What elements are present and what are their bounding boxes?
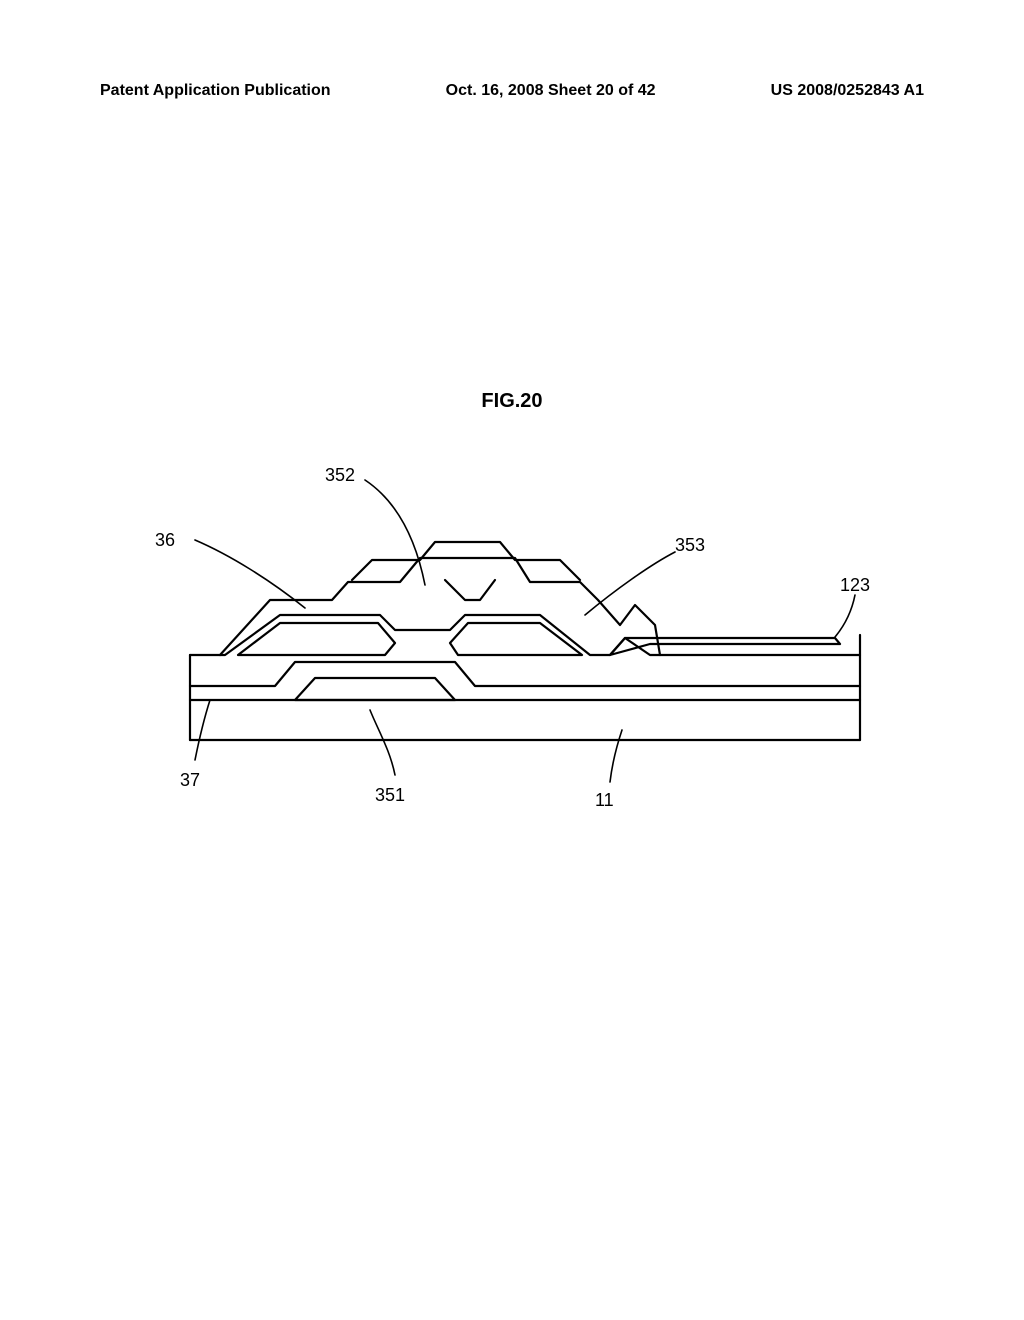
header-right: US 2008/0252843 A1 [771, 82, 924, 100]
ref-label-123: 123 [840, 575, 870, 596]
leader-line-37 [195, 700, 210, 760]
ref-label-352: 352 [325, 465, 355, 486]
ref-label-353: 353 [675, 535, 705, 556]
mid-layer-outline [190, 615, 860, 655]
figure-title: FIG.20 [0, 390, 1024, 413]
lower-film-line [190, 662, 860, 686]
leader-line-123 [835, 595, 855, 637]
ref-label-37: 37 [180, 770, 200, 791]
leader-line-11 [610, 730, 622, 782]
header-left: Patent Application Publication [100, 82, 331, 100]
top-contact-notch [445, 580, 495, 600]
header-center: Oct. 16, 2008 Sheet 20 of 42 [446, 82, 656, 100]
figure-20-diagram: 352 36 353 123 37 351 11 [120, 440, 910, 820]
upper-hat [352, 542, 580, 580]
right-source-drain [450, 623, 582, 655]
ref-label-36: 36 [155, 530, 175, 551]
ref-label-11: 11 [595, 790, 614, 811]
leader-line-353 [585, 552, 675, 615]
top-passivation [220, 558, 660, 655]
leader-line-351 [370, 710, 395, 775]
leader-line-352 [365, 480, 425, 585]
ref-label-351: 351 [375, 785, 405, 806]
page-header: Patent Application Publication Oct. 16, … [100, 82, 924, 100]
patent-cross-section-svg [120, 440, 910, 820]
leader-line-36 [195, 540, 305, 608]
gate-trapezoid [295, 678, 455, 700]
